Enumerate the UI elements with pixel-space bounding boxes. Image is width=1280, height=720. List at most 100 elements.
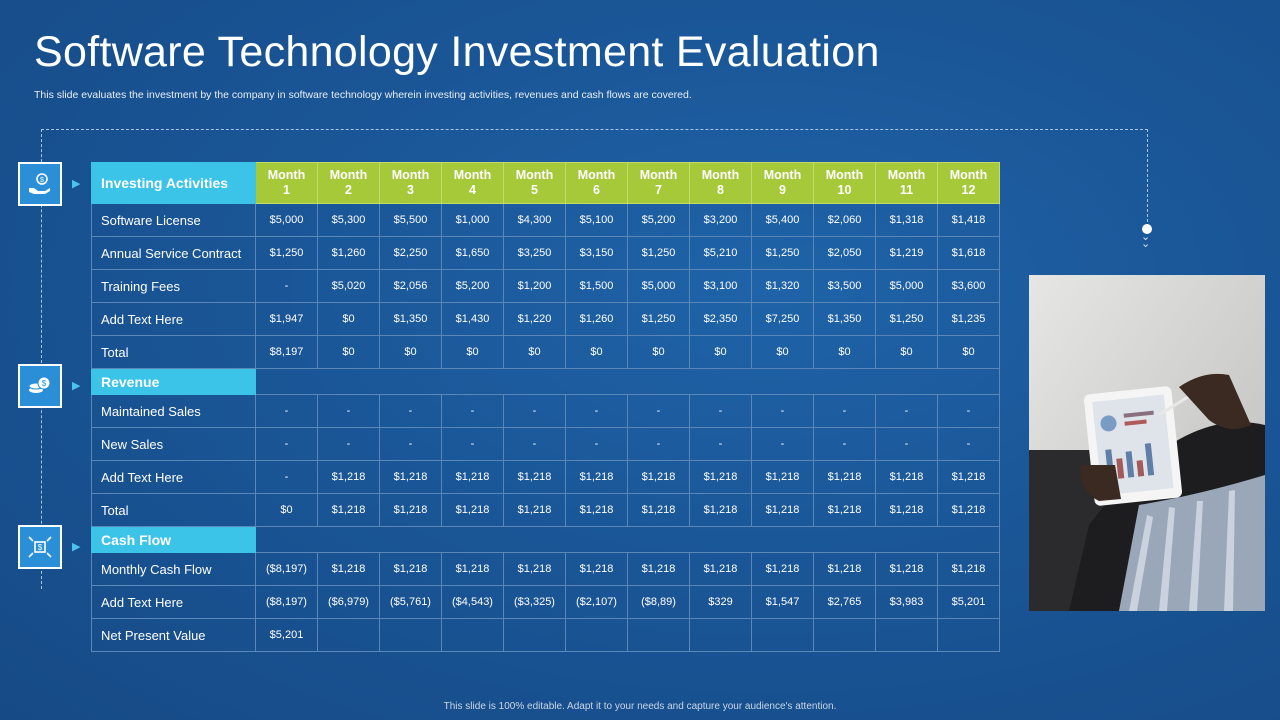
table-cell: - [255, 427, 318, 461]
table-cell: - [751, 427, 814, 461]
table-cell: $1,218 [937, 460, 1000, 494]
table-cell: $1,218 [937, 552, 1000, 586]
section-header-investing: Investing Activities Month 1 Month 2 Month 3 Mo… [91, 162, 1000, 204]
table-cell: $1,218 [689, 493, 752, 527]
cash-flow-icon: $ [18, 525, 62, 569]
table-cell: $1,547 [751, 585, 814, 619]
table-cell: - [255, 460, 318, 494]
table-cell: $1,320 [751, 269, 814, 303]
table-cell: $1,250 [627, 236, 690, 270]
table-cell: $0 [565, 335, 628, 369]
table-cell [565, 618, 628, 652]
table-cell: - [689, 394, 752, 428]
table-cell: $1,218 [813, 552, 876, 586]
coins-icon: $ [18, 364, 62, 408]
table-cell: $2,350 [689, 302, 752, 336]
section-header-revenue: Revenue [91, 368, 1000, 395]
table-row: Software License $5,000 $5,300 $5,500 $1,000… [91, 203, 1000, 237]
table-cell: $2,060 [813, 203, 876, 237]
page-title: Software Technology Investment Evaluatio… [34, 28, 880, 76]
table-cell: $0 [813, 335, 876, 369]
table-cell: $1,260 [317, 236, 380, 270]
row-label: Net Present Value [91, 618, 256, 652]
page-subtitle: This slide evaluates the investment by t… [34, 89, 692, 101]
table-cell: - [317, 427, 380, 461]
hand-money-icon: $ [18, 162, 62, 206]
month-header: Month 3 [379, 162, 442, 204]
table-cell: $1,000 [441, 203, 504, 237]
table-cell: $1,218 [503, 460, 566, 494]
table-cell: - [813, 427, 876, 461]
table-cell: $1,219 [875, 236, 938, 270]
table-cell: - [379, 394, 442, 428]
month-header: Month 5 [503, 162, 566, 204]
table-cell: - [565, 427, 628, 461]
table-row: Add Text Here - $1,218 $1,218 $1,218 $1,218 $1… [91, 460, 1000, 494]
table-cell: ($8,89) [627, 585, 690, 619]
table-cell: $2,050 [813, 236, 876, 270]
row-label: Add Text Here [91, 302, 256, 336]
table-cell: $1,218 [937, 493, 1000, 527]
table-cell: $1,618 [937, 236, 1000, 270]
dashed-connector-top [41, 129, 1148, 130]
table-cell: $1,218 [379, 552, 442, 586]
table-row: Maintained Sales - - - - - - - - - - - - [91, 394, 1000, 428]
table-row: Training Fees - $5,020 $2,056 $5,200 $1,200 $1… [91, 269, 1000, 303]
investment-table: Investing Activities Month 1 Month 2 Month 3 Mo… [91, 162, 1000, 652]
table-cell: ($8,197) [255, 552, 318, 586]
table-cell: $1,218 [751, 552, 814, 586]
table-cell: - [255, 394, 318, 428]
table-cell: $1,218 [441, 552, 504, 586]
double-chevron-down-icon: ⌄ ⌄ [1141, 231, 1151, 250]
table-row: New Sales - - - - - - - - - - - - [91, 427, 1000, 461]
table-cell: $1,218 [813, 493, 876, 527]
month-header: Month 1 [255, 162, 318, 204]
tablet-photo [1029, 275, 1265, 611]
table-cell: $1,218 [503, 493, 566, 527]
table-cell: $1,218 [503, 552, 566, 586]
table-row: Annual Service Contract $1,250 $1,260 $2,25… [91, 236, 1000, 270]
table-cell [503, 618, 566, 652]
table-cell: $0 [875, 335, 938, 369]
month-header: Month 12 [937, 162, 1000, 204]
table-cell: $1,318 [875, 203, 938, 237]
table-cell: $1,218 [689, 460, 752, 494]
table-cell: $329 [689, 585, 752, 619]
table-cell: $5,200 [441, 269, 504, 303]
month-header: Month 4 [441, 162, 504, 204]
table-cell: $5,100 [565, 203, 628, 237]
table-cell: $0 [627, 335, 690, 369]
table-cell [379, 618, 442, 652]
table-cell: $1,218 [627, 552, 690, 586]
table-cell: $4,300 [503, 203, 566, 237]
table-cell: $3,600 [937, 269, 1000, 303]
table-cell [441, 618, 504, 652]
row-label: New Sales [91, 427, 256, 461]
table-cell [751, 618, 814, 652]
table-cell: - [689, 427, 752, 461]
table-cell: - [627, 394, 690, 428]
table-cell: - [937, 394, 1000, 428]
table-cell: $1,218 [875, 493, 938, 527]
section-filler [255, 368, 1000, 395]
table-cell: - [565, 394, 628, 428]
table-row: Total $0 $1,218 $1,218 $1,218 $1,218 $1,218 $1,… [91, 493, 1000, 527]
table-cell: $3,500 [813, 269, 876, 303]
month-header: Month 11 [875, 162, 938, 204]
table-cell [627, 618, 690, 652]
table-cell [937, 618, 1000, 652]
arrow-right-icon: ▶ [72, 541, 81, 553]
table-cell: $1,220 [503, 302, 566, 336]
row-label: Add Text Here [91, 460, 256, 494]
table-cell [689, 618, 752, 652]
table-cell: - [813, 394, 876, 428]
table-cell: $1,218 [565, 552, 628, 586]
table-cell: $1,218 [379, 460, 442, 494]
table-cell: $0 [503, 335, 566, 369]
table-cell: $0 [751, 335, 814, 369]
table-cell: $2,250 [379, 236, 442, 270]
table-cell: $3,150 [565, 236, 628, 270]
table-cell: $1,350 [379, 302, 442, 336]
svg-text:$: $ [42, 379, 47, 388]
table-row: Total $8,197 $0 $0 $0 $0 $0 $0 $0 $0 $0 $0 $0 [91, 335, 1000, 369]
